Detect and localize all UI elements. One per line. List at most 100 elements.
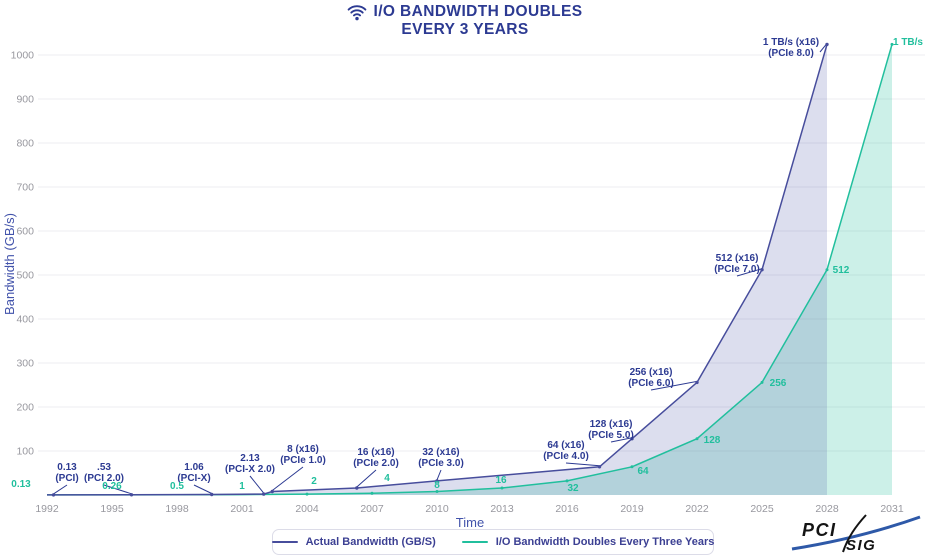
annotation-leader (271, 466, 304, 491)
y-tick-label: 900 (16, 94, 34, 106)
point-dot (695, 437, 699, 441)
doubling-point-label: 32 (567, 483, 579, 494)
point-dot (435, 490, 439, 493)
doubling-area (47, 44, 892, 496)
x-tick-label: 2007 (360, 503, 384, 515)
actual-point-label: .53 (97, 462, 111, 473)
actual-point-label: 64 (x16) (547, 440, 584, 451)
point-dot (597, 465, 602, 469)
doubling-point-label: 16 (495, 475, 507, 486)
actual-area (47, 44, 827, 496)
logo-text-sig: SIG (846, 537, 876, 554)
annotation-leader (565, 462, 600, 467)
point-dot (51, 493, 56, 497)
annotation-leader (356, 469, 377, 488)
actual-point-sublabel: (PCIe 6.0) (628, 378, 674, 389)
y-tick-label: 400 (16, 314, 34, 326)
legend-swatch-actual (271, 541, 298, 543)
point-dot (270, 489, 274, 494)
point-dot (630, 465, 634, 469)
y-tick-label: 200 (16, 402, 34, 414)
point-dot (355, 486, 359, 490)
point-dot (210, 492, 214, 497)
point-dot (370, 491, 374, 495)
y-tick-label: 1000 (11, 50, 35, 62)
annotation-leader (193, 484, 212, 494)
y-tick-label: 600 (16, 226, 34, 238)
doubling-point-label: 4 (384, 473, 390, 484)
annotation-leader (736, 268, 763, 277)
doubling-point-label: 128 (704, 435, 721, 446)
y-tick-label: 800 (16, 138, 34, 150)
doubling-point-label: 256 (770, 378, 787, 389)
logo-cross-line (842, 514, 867, 553)
point-dot (890, 42, 894, 46)
annotation-leader (103, 484, 132, 495)
actual-point-sublabel: (PCIe 4.0) (543, 451, 589, 462)
actual-point-sublabel: (PCIe 1.0) (280, 455, 326, 466)
actual-point-sublabel: (PCIe 8.0) (768, 48, 814, 59)
doubling-point-label: 64 (637, 466, 649, 477)
actual-point-label: 256 (x16) (630, 367, 673, 378)
doubling-point-label: 512 (833, 265, 850, 276)
legend-label-doubling: I/O Bandwidth Doubles Every Three Years (495, 536, 715, 548)
point-dot (305, 492, 309, 496)
y-tick-label: 300 (16, 358, 34, 370)
x-tick-label: 2019 (620, 503, 644, 515)
point-dot (630, 437, 634, 441)
x-tick-label: 2016 (555, 503, 579, 515)
actual-point-sublabel: (PCI-X) (177, 473, 210, 484)
chart-legend: Actual Bandwidth (GB/S) I/O Bandwidth Do… (271, 529, 715, 555)
actual-point-sublabel: (PCIe 5.0) (588, 430, 634, 441)
actual-point-sublabel: (PCIe 3.0) (418, 458, 464, 469)
x-tick-label: 2004 (295, 503, 319, 515)
wifi-icon (348, 4, 367, 20)
actual-point-sublabel: (PCI 2.0) (84, 473, 124, 484)
point-dot (825, 268, 829, 272)
x-tick-label: 2025 (750, 503, 774, 515)
point-dot (760, 380, 764, 384)
annotation-leader (436, 469, 442, 481)
y-axis-title: Bandwidth (GB/s) (2, 213, 17, 315)
doubling-point-label: 1 TB/s (893, 37, 923, 48)
x-tick-label: 2010 (425, 503, 449, 515)
point-dot (565, 479, 569, 483)
x-tick-label: 2028 (815, 503, 839, 515)
actual-point-label: 16 (x16) (357, 447, 394, 458)
x-tick-label: 1992 (35, 503, 59, 515)
y-tick-label: 700 (16, 182, 34, 194)
doubling-point-label: 0.13 (11, 479, 31, 490)
point-dot (129, 493, 134, 497)
y-tick-label: 500 (16, 270, 34, 282)
actual-point-label: 1 TB/s (x16) (763, 37, 819, 48)
legend-label-actual: Actual Bandwidth (GB/S) (305, 536, 436, 548)
x-tick-label: 2013 (490, 503, 514, 515)
annotation-leader (249, 475, 265, 494)
point-dot (500, 486, 504, 490)
actual-point-label: 32 (x16) (422, 447, 459, 458)
actual-point-label: 0.13 (57, 462, 77, 473)
logo-text-pci: PCI (802, 520, 837, 540)
doubling-point-label: 2 (311, 476, 317, 487)
doubling-point-label: 0.5 (170, 481, 184, 492)
logo-swoosh (791, 515, 921, 551)
title-line-1: I/O BANDWIDTH DOUBLES (373, 3, 583, 20)
x-tick-label: 1998 (165, 503, 189, 515)
point-dot (262, 492, 266, 496)
actual-point-sublabel: (PCIe 7.0) (714, 264, 760, 275)
x-tick-label: 1995 (100, 503, 124, 515)
x-axis-title: Time (456, 515, 484, 530)
actual-point-sublabel: (PCI) (55, 473, 78, 484)
x-tick-label: 2001 (230, 503, 254, 515)
annotation-leader (610, 437, 633, 443)
point-dot (825, 42, 829, 47)
title-line-2: EVERY 3 YEARS (401, 21, 529, 38)
actual-point-label: 1.06 (184, 462, 204, 473)
actual-point-sublabel: (PCIe 2.0) (353, 458, 399, 469)
x-tick-label: 2022 (685, 503, 709, 515)
point-dot (435, 479, 439, 483)
legend-item-doubling: I/O Bandwidth Doubles Every Three Years (461, 536, 715, 548)
pcisig-logo: PCI SIG (791, 514, 921, 554)
